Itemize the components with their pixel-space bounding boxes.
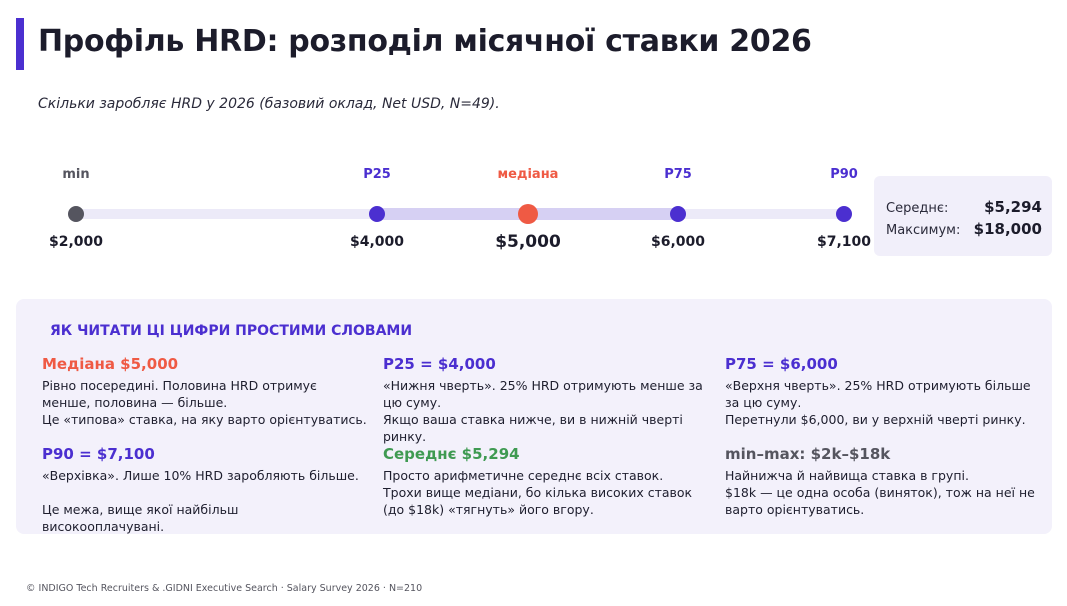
card-text-line: «Верхня чверть». 25% HRD отримують більш… [725, 378, 1031, 393]
card-text-line: ринку. [383, 429, 427, 444]
card-title: Медіана $5,000 [42, 355, 179, 373]
card-text-line: цю суму. [383, 395, 442, 410]
card-text-line: (до $18k) «тягнуть» його вгору. [383, 502, 594, 517]
card-title: P75 = $6,000 [725, 355, 838, 373]
card-text-line: Просто арифметичне середнє всіх ставок. [383, 468, 664, 483]
p25-marker [369, 206, 385, 222]
card-text-line: менше, половина — більше. [42, 395, 228, 410]
p90-label: P90 [830, 167, 858, 182]
summary-stats-box: Середнє: $5,294 Максимум: $18,000 [874, 176, 1052, 256]
p25-label: P25 [363, 167, 391, 182]
median-label: медіана [497, 167, 559, 182]
card-text-line: Перетнули $6,000, ви у верхній чверті ри… [725, 412, 1026, 427]
max-stat-value: $18,000 [973, 220, 1042, 238]
min-value: $2,000 [48, 234, 104, 250]
min-label: min [62, 167, 90, 182]
mean-stat: Середнє: $5,294 [886, 198, 1042, 216]
card-text-line: Якщо ваша ставка нижче, ви в нижній чвер… [383, 412, 683, 427]
salary-range-chart: min P25 медіана P75 P90 $2,000 $4,000 $5… [0, 150, 872, 270]
card-text-line: Найнижча й найвища ставка в групі. [725, 468, 969, 483]
p75-label: P75 [664, 167, 692, 182]
card-text-line: $18k — це одна особа (виняток), тож на н… [725, 485, 1035, 500]
p90-explainer-card: P90 = $7,100 «Верхівка». Лише 10% HRD за… [42, 445, 377, 535]
page-subtitle: Скільки заробляє HRD у 2026 (базовий окл… [38, 96, 500, 112]
explainer-panel: ЯК ЧИТАТИ ЦІ ЦИФРИ ПРОСТИМИ СЛОВАМИ Меді… [16, 299, 1052, 534]
p25-explainer-card: P25 = $4,000 «Нижня чверть». 25% HRD отр… [383, 355, 713, 445]
card-text-line: «Нижня чверть». 25% HRD отримують менше … [383, 378, 703, 393]
card-title: Середнє $5,294 [383, 445, 520, 463]
p25-value: $4,000 [349, 234, 405, 250]
max-stat-label: Максимум: [886, 223, 961, 238]
p90-marker [836, 206, 852, 222]
median-value: $5,000 [495, 232, 561, 252]
title-accent-bar [16, 18, 24, 70]
page-title: Профіль HRD: розподіл місячної ставки 20… [38, 24, 812, 59]
min-marker [68, 206, 84, 222]
card-title: P25 = $4,000 [383, 355, 496, 373]
p75-value: $6,000 [650, 234, 706, 250]
card-text-line: Це «типова» ставка, на яку варто орієнту… [42, 412, 367, 427]
p90-value: $7,100 [816, 234, 872, 250]
card-title: P90 = $7,100 [42, 445, 155, 463]
p75-marker [670, 206, 686, 222]
mean-stat-value: $5,294 [984, 198, 1042, 216]
card-text-line: варто орієнтуватись. [725, 502, 865, 517]
card-text-line: «Верхівка». Лише 10% HRD заробляють біль… [42, 468, 359, 483]
range-explainer-card: min–max: $2k–$18k Найнижча й найвища ста… [725, 445, 1047, 518]
median-marker [518, 204, 538, 224]
card-text-line: Це межа, вище якої найбільш [42, 502, 239, 517]
max-stat: Максимум: $18,000 [886, 220, 1042, 238]
explainer-heading: ЯК ЧИТАТИ ЦІ ЦИФРИ ПРОСТИМИ СЛОВАМИ [50, 323, 413, 339]
card-title: min–max: $2k–$18k [725, 445, 891, 463]
card-text-line: високооплачувані. [42, 519, 165, 534]
median-explainer-card: Медіана $5,000 Рівно посередині. Половин… [42, 355, 377, 428]
mean-explainer-card: Середнє $5,294 Просто арифметичне середн… [383, 445, 713, 518]
mean-stat-label: Середнє: [886, 201, 949, 216]
footer-credits: © INDIGO Tech Recruiters & .GIDNI Execut… [26, 583, 423, 594]
card-text-line: за цю суму. [725, 395, 802, 410]
p75-explainer-card: P75 = $6,000 «Верхня чверть». 25% HRD от… [725, 355, 1047, 428]
card-text-line: Рівно посередині. Половина HRD отримує [42, 378, 317, 393]
card-text-line: Трохи вище медіани, бо кілька високих ст… [383, 485, 693, 500]
